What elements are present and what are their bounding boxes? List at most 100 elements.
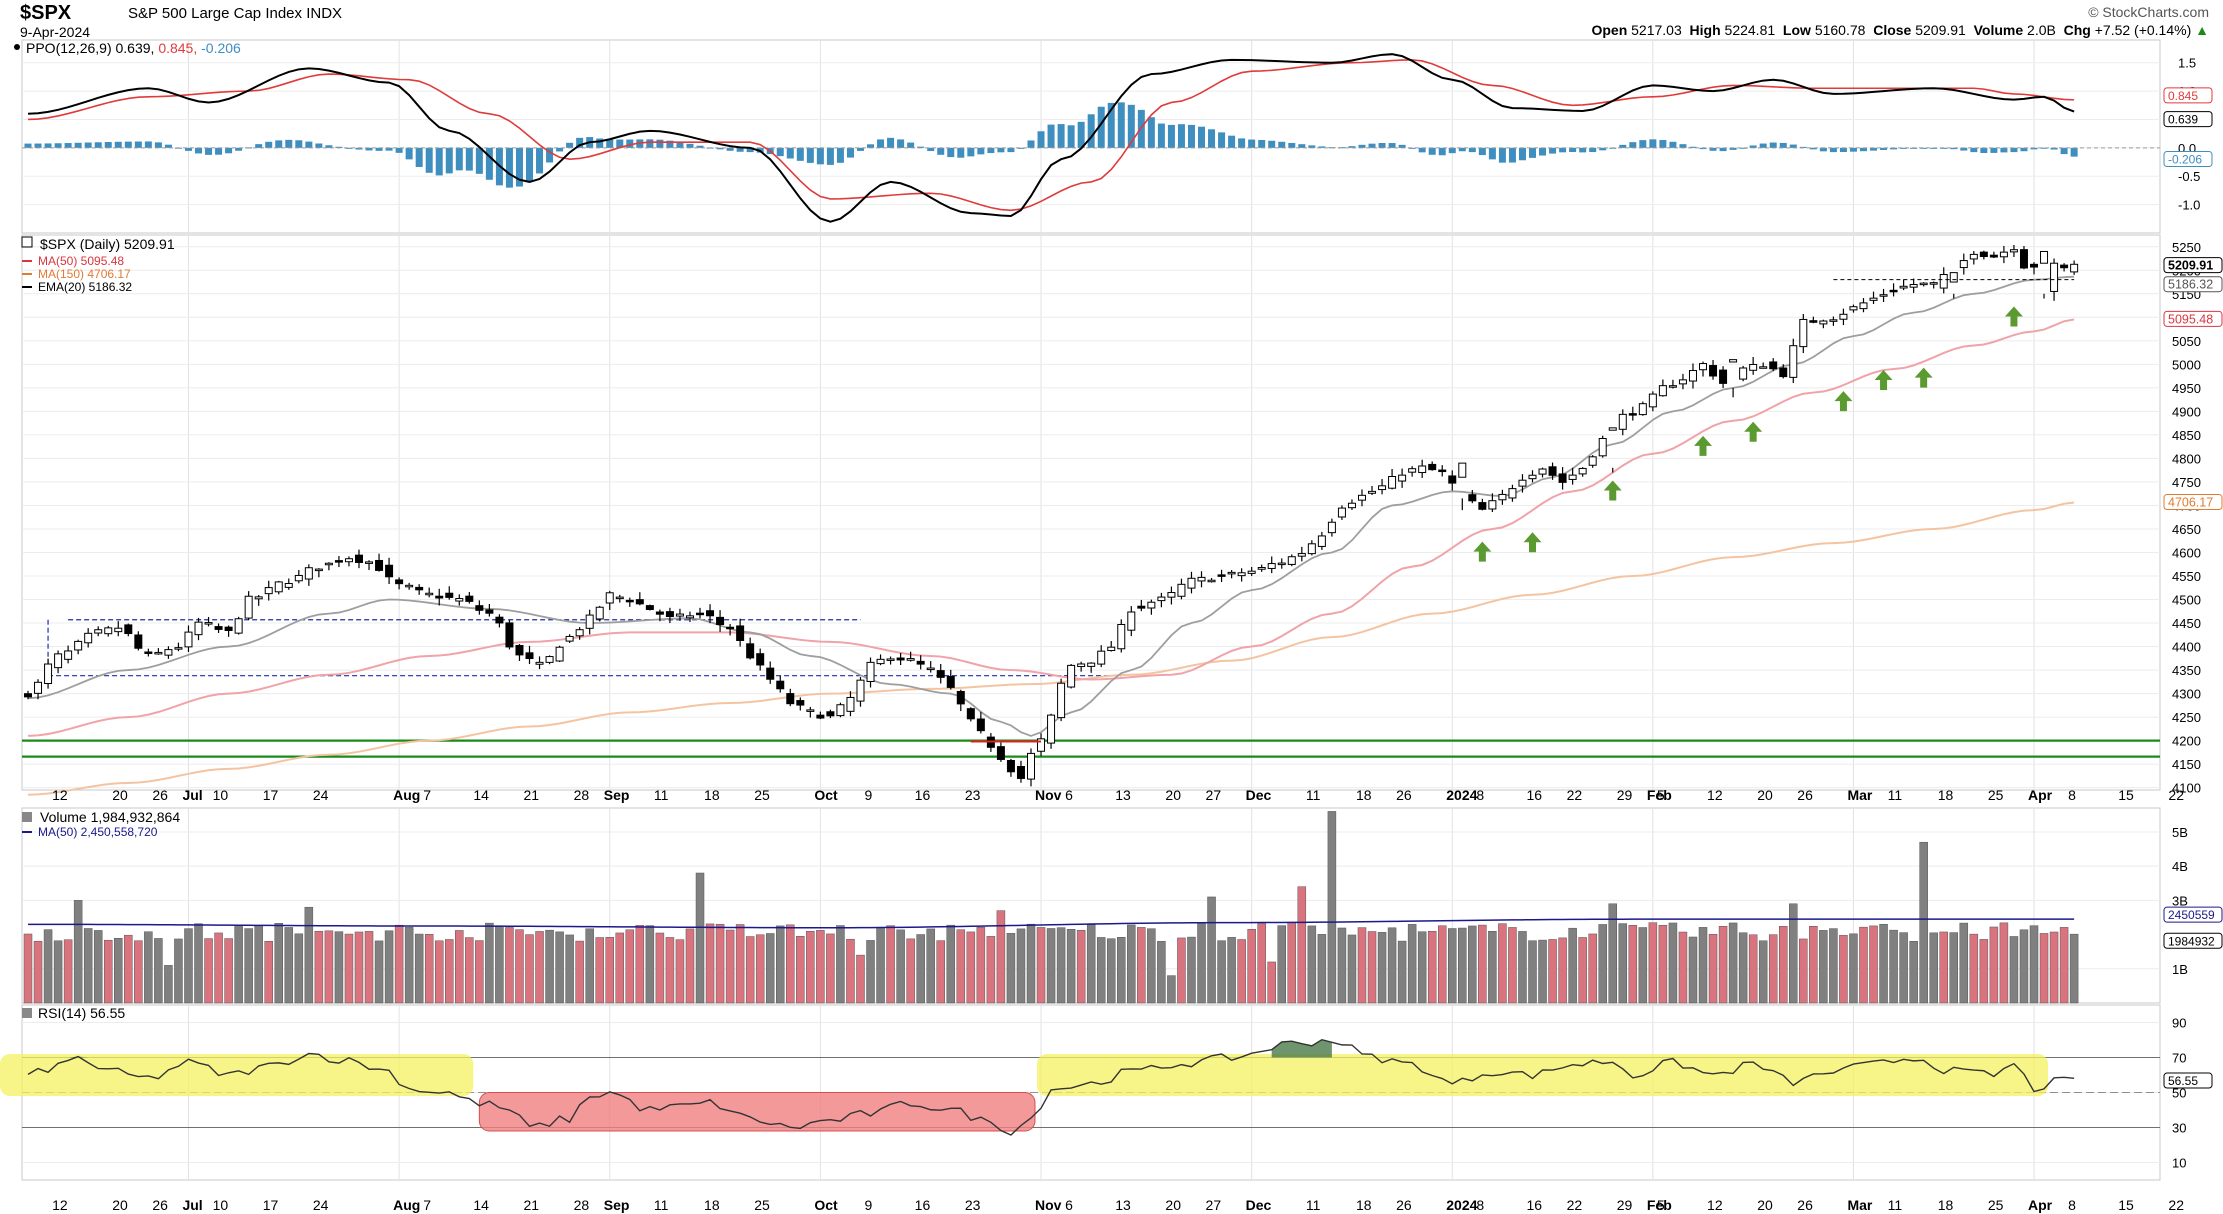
candle-down <box>1478 502 1487 510</box>
volume-bar-up <box>114 937 123 1004</box>
ema20-line <box>27 275 2075 737</box>
x-axis-label: Mar <box>1847 787 1872 803</box>
volume-bar-down <box>434 940 444 1004</box>
ppo-hist-bar <box>1508 147 1516 163</box>
ppo-hist-bar <box>616 139 624 148</box>
volume-bar-down <box>846 938 855 1004</box>
x-axis-label: Dec <box>1246 1197 1272 1213</box>
volume-bar-up <box>1728 922 1738 1004</box>
candle-down <box>1979 251 1988 258</box>
ppo-hist-bar <box>2060 147 2068 155</box>
candle-up <box>1177 583 1186 597</box>
ppo-hist-bar <box>44 143 52 148</box>
candle-down <box>1628 413 1637 416</box>
x-axis-label: 18 <box>1938 787 1954 803</box>
x-axis-label: 6 <box>1065 1197 1073 1213</box>
candle-up <box>1077 663 1086 668</box>
price-panel: 5250520051505100505050004950490048504800… <box>21 236 2223 796</box>
volume-bar-down <box>2039 933 2049 1004</box>
candle-down <box>1438 469 1447 473</box>
volume-badge <box>2163 932 2223 949</box>
price-y-tick: 4450 <box>2172 616 2201 631</box>
volume-bar-down <box>1076 929 1086 1004</box>
ppo-hist-bar <box>1077 121 1085 148</box>
ohlc-summary: Open 5217.03 High 5224.81 Low 5160.78 Cl… <box>1591 22 2209 38</box>
volume-bar-down <box>796 936 805 1004</box>
candle-up <box>886 658 895 661</box>
x-axis-label: 9 <box>865 787 873 803</box>
candle-up <box>1638 403 1647 416</box>
price-y-tick: 4150 <box>2172 757 2201 772</box>
candle-up <box>1899 285 1908 289</box>
candle-up <box>244 595 253 619</box>
up-arrow-icon <box>1603 480 1622 501</box>
x-axis-label: Sep <box>604 1197 630 1213</box>
ppo-hist-bar <box>2000 147 2008 153</box>
volume-bar-up <box>1819 930 1828 1004</box>
volume-bar-down <box>715 923 725 1004</box>
x-axis-label: 25 <box>1988 787 2004 803</box>
volume-bar-down <box>33 940 43 1004</box>
x-axis-label: Jul <box>182 787 202 803</box>
volume-bar-up <box>83 928 93 1004</box>
volume-bar-up <box>284 927 294 1004</box>
ppo-hist-bar <box>1448 147 1456 154</box>
x-axis-label: 11 <box>1306 1197 1321 1213</box>
volume-bar-down <box>1427 931 1437 1004</box>
candle-up <box>1648 393 1657 408</box>
price-y-tick: 4400 <box>2172 640 2201 655</box>
ppo-hist-bar <box>656 139 664 148</box>
x-axis-label: 28 <box>574 1197 590 1213</box>
x-axis-label: 26 <box>152 1197 168 1213</box>
volume-bar-up <box>1889 929 1898 1004</box>
candle-up <box>1087 662 1096 667</box>
candle-up <box>1909 284 1918 288</box>
close-value: 5209.91 <box>1915 22 1966 38</box>
candle-down <box>816 714 825 719</box>
candle-up <box>1999 251 2008 258</box>
x-axis-label: 14 <box>473 787 489 803</box>
candle-up <box>1729 359 1738 363</box>
x-axis-label: 23 <box>965 1197 981 1213</box>
candle-up <box>164 649 173 656</box>
ppo-hist-bar <box>1458 147 1466 152</box>
volume-ma-label: MA(50) 2,450,558,720 <box>38 825 158 839</box>
candle-up <box>1749 363 1758 371</box>
ppo-hist-bar <box>686 143 694 148</box>
volume-bar-down <box>665 937 675 1004</box>
candle-up <box>324 562 333 566</box>
volume-bar-up <box>1046 928 1056 1004</box>
candle-down <box>354 554 363 563</box>
ppo-hist-bar <box>405 147 413 160</box>
candle-up <box>1668 385 1677 388</box>
price-y-tick: 5000 <box>2172 357 2201 372</box>
candle-up <box>906 658 915 661</box>
candle-down <box>766 667 775 680</box>
up-arrow-icon <box>1834 391 1853 412</box>
volume-bar-up <box>1488 930 1497 1004</box>
rsi-y-tick: 50 <box>2172 1086 2186 1101</box>
rsi-badge <box>2163 1072 2213 1089</box>
candle-up <box>1368 490 1377 494</box>
x-axis-label: 20 <box>1165 1197 1181 1213</box>
volume-bar-down <box>966 931 976 1004</box>
volume-badge-label: 2450559 <box>2168 908 2215 922</box>
x-axis-label: Feb <box>1647 1197 1672 1213</box>
volume-bar-down <box>595 937 604 1004</box>
volume-bar-up <box>585 928 594 1004</box>
volume-bar-down <box>685 928 695 1004</box>
price-badge-label: 5186.32 <box>2168 278 2213 292</box>
ppo-hist-bar <box>1288 142 1296 148</box>
volume-bar-up <box>184 928 193 1004</box>
candle-down <box>24 693 32 698</box>
price-legend-title: $SPX (Daily) 5209.91 <box>40 236 175 252</box>
symbol-description: S&P 500 Large Cap Index INDX <box>128 5 342 22</box>
x-axis-label: 11 <box>1306 787 1321 803</box>
volume-bar-up <box>1086 924 1096 1004</box>
ppo-hist-bar <box>1870 147 1878 151</box>
candle-up <box>1287 556 1296 565</box>
candle-up <box>545 656 554 663</box>
x-axis-label: 8 <box>2068 787 2076 803</box>
ppo-hist-bar <box>1579 147 1587 153</box>
volume-bar-down <box>1999 922 2009 1004</box>
